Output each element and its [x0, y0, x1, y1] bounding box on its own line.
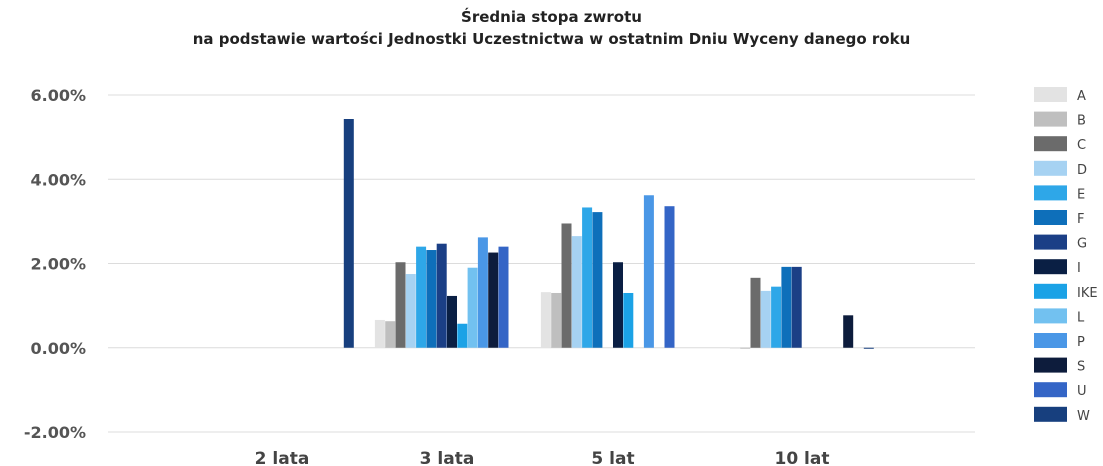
legend-swatch-b: [1034, 111, 1067, 127]
legend-label-s: S: [1077, 360, 1085, 375]
bar-f-2: [426, 250, 437, 348]
bar-w-1: [343, 119, 354, 348]
legend-label-e: E: [1077, 187, 1085, 202]
bar-s-2: [488, 252, 499, 348]
bar-ike-3: [623, 292, 634, 348]
legend-swatch-ike: [1034, 283, 1067, 299]
x-tick-label: 2 lata: [255, 449, 310, 466]
bar-e-4: [771, 286, 782, 348]
y-tick-label: 6.00%: [30, 86, 86, 105]
bar-u-3: [664, 206, 675, 348]
legend-swatch-i: [1034, 259, 1067, 275]
legend-label-p: P: [1077, 335, 1085, 350]
legend-label-l: L: [1077, 310, 1085, 325]
legend-swatch-u: [1034, 382, 1067, 398]
chart-subtitle: na podstawie wartości Jednostki Uczestni…: [192, 30, 911, 48]
bar-ike-2: [457, 323, 468, 348]
bar-p-2: [477, 237, 488, 348]
legend-swatch-e: [1034, 185, 1067, 201]
legend-label-u: U: [1077, 384, 1087, 399]
bar-a-4: [729, 347, 740, 349]
y-tick-label: 4.00%: [30, 170, 86, 189]
bar-w-4: [863, 347, 874, 349]
y-tick-label: -2.00%: [24, 423, 86, 442]
legend-swatch-f: [1034, 210, 1067, 225]
legend-label-ike: IKE: [1077, 286, 1098, 301]
x-tick-label: 5 lat: [591, 449, 634, 466]
legend-swatch-g: [1034, 234, 1067, 250]
bar-f-4: [781, 266, 792, 348]
bar-l-2: [467, 267, 478, 348]
legend-swatch-c: [1034, 136, 1067, 152]
bar-g-4: [791, 266, 802, 348]
y-tick-label: 0.00%: [30, 339, 86, 358]
bar-p-3: [643, 195, 654, 348]
bar-c-2: [395, 262, 406, 348]
x-tick-label: 3 lata: [420, 449, 475, 466]
bar-b-2: [385, 321, 396, 348]
legend-swatch-s: [1034, 357, 1067, 373]
legend-label-g: G: [1077, 237, 1087, 252]
bar-b-3: [551, 292, 562, 348]
bar-g-2: [436, 243, 447, 348]
legend-swatch-a: [1034, 87, 1067, 102]
x-tick-label: 10 lat: [774, 449, 829, 466]
bar-c-4: [750, 277, 761, 348]
legend-label-f: F: [1077, 212, 1084, 227]
legend-label-c: C: [1077, 138, 1086, 153]
legend-label-b: B: [1077, 114, 1086, 129]
bar-c-3: [561, 223, 572, 348]
bar-i-2: [447, 295, 457, 348]
bar-e-2: [416, 246, 427, 348]
bar-d-4: [760, 290, 771, 348]
legend-swatch-l: [1034, 308, 1067, 324]
legend-swatch-p: [1034, 333, 1067, 348]
legend-label-i: I: [1077, 261, 1081, 276]
legend-swatch-w: [1034, 406, 1067, 422]
legend-label-d: D: [1077, 163, 1087, 178]
bar-i-3: [613, 262, 623, 348]
bar-e-3: [582, 207, 593, 348]
chart-title: Średnia stopa zwrotu: [461, 8, 642, 26]
legend-swatch-d: [1034, 160, 1067, 176]
legend-label-w: W: [1077, 409, 1090, 424]
legend-label-a: A: [1077, 89, 1086, 104]
bar-d-2: [405, 274, 416, 348]
bar-a-3: [540, 292, 551, 348]
bar-b-4: [740, 347, 751, 349]
y-tick-label: 2.00%: [30, 255, 86, 274]
bar-a-2: [374, 319, 385, 348]
bar-u-2: [498, 246, 509, 348]
bar-d-3: [571, 236, 582, 348]
bar-s-4: [843, 315, 854, 348]
bar-f-3: [592, 212, 603, 348]
